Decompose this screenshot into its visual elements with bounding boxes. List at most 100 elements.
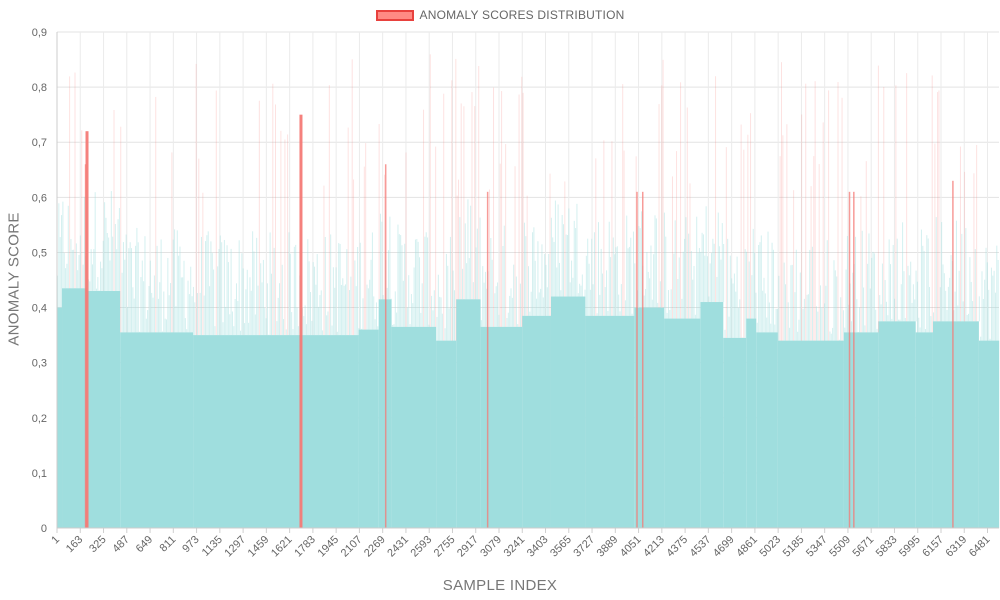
score-spike bbox=[638, 226, 640, 308]
x-tick-label: 1297 bbox=[222, 534, 248, 560]
score-spike bbox=[304, 305, 306, 336]
baseline-bar bbox=[878, 321, 916, 528]
score-spike bbox=[240, 330, 242, 336]
score-spike bbox=[447, 265, 449, 341]
score-spike bbox=[314, 266, 316, 336]
score-spike bbox=[682, 251, 684, 319]
score-spike bbox=[639, 228, 641, 308]
legend[interactable]: ANOMALY SCORES DISTRIBUTION bbox=[0, 8, 1000, 22]
score-spike bbox=[435, 146, 437, 327]
score-spike bbox=[449, 236, 451, 341]
score-spike bbox=[961, 233, 963, 322]
score-spike bbox=[577, 293, 579, 297]
score-spike bbox=[393, 324, 395, 327]
score-spike bbox=[914, 299, 916, 322]
score-spike bbox=[554, 200, 556, 297]
score-spike bbox=[821, 307, 823, 341]
score-spike bbox=[628, 246, 630, 316]
score-spike bbox=[950, 255, 952, 322]
score-spike bbox=[431, 295, 433, 327]
score-spike bbox=[755, 292, 757, 319]
score-spike bbox=[880, 304, 882, 322]
score-spike bbox=[746, 251, 748, 338]
score-spike bbox=[355, 286, 357, 336]
score-spike bbox=[167, 257, 169, 333]
y-tick-label: 0,7 bbox=[32, 137, 47, 149]
score-spike bbox=[562, 224, 564, 297]
score-spike bbox=[270, 273, 272, 336]
score-spike bbox=[620, 284, 622, 316]
score-spike bbox=[402, 280, 404, 327]
score-spike bbox=[705, 206, 707, 303]
score-spike bbox=[200, 236, 202, 336]
score-spike bbox=[260, 263, 262, 336]
score-spike bbox=[548, 253, 550, 316]
score-spike bbox=[283, 319, 285, 336]
score-spike bbox=[817, 311, 819, 341]
score-spike bbox=[414, 239, 416, 327]
baseline-bar bbox=[550, 296, 586, 528]
score-spike bbox=[737, 307, 739, 338]
score-spike bbox=[137, 242, 139, 333]
score-spike bbox=[386, 287, 388, 300]
score-spike bbox=[696, 216, 698, 319]
score-spike bbox=[211, 253, 213, 336]
x-tick-label: 5023 bbox=[757, 534, 783, 560]
score-spike bbox=[93, 249, 95, 292]
score-spike bbox=[809, 249, 811, 341]
score-spike bbox=[684, 238, 686, 319]
score-spike bbox=[148, 286, 150, 333]
score-spike bbox=[591, 238, 593, 316]
score-spike bbox=[937, 92, 939, 322]
score-spike bbox=[444, 328, 446, 341]
score-spike bbox=[918, 317, 920, 333]
x-tick-label: 4699 bbox=[711, 534, 737, 560]
x-tick-label: 6319 bbox=[944, 534, 970, 560]
score-spike bbox=[610, 257, 612, 316]
score-spike bbox=[728, 316, 730, 338]
score-spike bbox=[959, 146, 961, 322]
score-spike bbox=[110, 191, 112, 292]
score-spike bbox=[935, 217, 937, 322]
score-spike bbox=[149, 260, 151, 333]
score-spike bbox=[973, 173, 975, 322]
score-spike bbox=[970, 281, 972, 322]
score-spike bbox=[600, 248, 602, 316]
score-spike bbox=[994, 292, 996, 341]
score-spike bbox=[588, 263, 590, 316]
score-spike bbox=[981, 271, 983, 341]
score-spike bbox=[132, 287, 134, 333]
score-spike bbox=[533, 227, 535, 316]
score-spike bbox=[377, 326, 379, 330]
score-spike bbox=[97, 277, 99, 292]
score-spike bbox=[90, 249, 92, 292]
score-spike bbox=[287, 134, 289, 336]
y-tick-label: 0,8 bbox=[32, 82, 47, 94]
score-spike bbox=[828, 90, 830, 341]
score-spike bbox=[429, 54, 431, 327]
score-spike bbox=[133, 298, 135, 333]
score-spike bbox=[891, 318, 893, 322]
score-spike bbox=[927, 238, 929, 333]
score-spike bbox=[953, 310, 955, 322]
score-spike bbox=[295, 244, 297, 336]
score-spike bbox=[425, 232, 427, 327]
score-spike bbox=[390, 298, 392, 300]
score-spike bbox=[575, 228, 577, 297]
score-spike bbox=[974, 249, 976, 322]
score-spike bbox=[805, 83, 807, 341]
score-spike bbox=[915, 270, 917, 322]
score-spike bbox=[550, 217, 552, 316]
score-spike bbox=[603, 140, 605, 316]
baseline-bar bbox=[915, 332, 933, 528]
baseline-bar bbox=[756, 332, 778, 528]
score-spike bbox=[522, 92, 524, 316]
score-spike bbox=[121, 272, 123, 333]
score-spike bbox=[834, 270, 836, 341]
score-spike bbox=[762, 290, 764, 333]
score-spike bbox=[772, 249, 774, 333]
score-spike bbox=[837, 82, 839, 341]
score-spike bbox=[666, 312, 668, 319]
score-spike bbox=[611, 141, 613, 316]
score-spike bbox=[916, 281, 918, 333]
